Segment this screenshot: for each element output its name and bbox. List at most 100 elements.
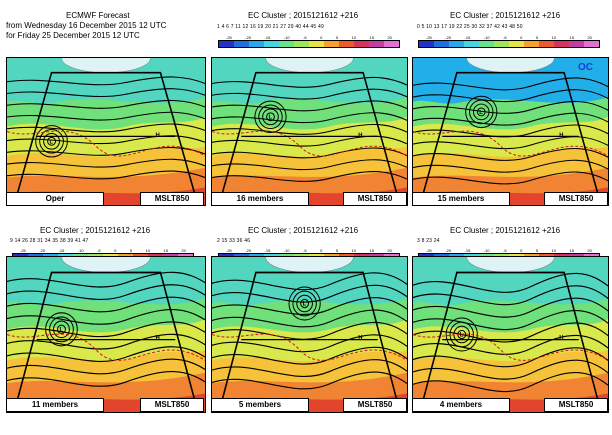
colorbar-tick: -10 bbox=[283, 35, 290, 40]
svg-text:L: L bbox=[59, 327, 63, 333]
svg-text:H: H bbox=[559, 336, 563, 342]
colorbar-tick: -5 bbox=[303, 248, 307, 253]
members-label: 15 members bbox=[412, 192, 510, 206]
colorbar-tick: 0 bbox=[114, 248, 117, 253]
cluster-title: EC Cluster ; 2015121612 +216 bbox=[248, 226, 359, 235]
cluster-members: 9 14 26 28 31 34 35 38 39 41 47 bbox=[10, 238, 89, 244]
colorbar-swatch bbox=[584, 41, 599, 47]
svg-text:L: L bbox=[269, 115, 273, 121]
field-label: MSLT850 bbox=[140, 192, 204, 206]
colorbar-swatch bbox=[554, 41, 569, 47]
forecast-title: ECMWF Forecast bbox=[66, 11, 130, 20]
colorbar-tick: 0 bbox=[520, 35, 523, 40]
svg-text:H: H bbox=[559, 132, 563, 138]
colorbar-tick: -5 bbox=[503, 35, 507, 40]
colorbar-swatch bbox=[479, 41, 494, 47]
colorbar-swatch bbox=[309, 41, 324, 47]
colorbar-tick: -20 bbox=[39, 248, 46, 253]
colorbar-swatch bbox=[219, 41, 234, 47]
colorbar-swatch bbox=[264, 41, 279, 47]
cluster-title: EC Cluster ; 2015121612 +216 bbox=[450, 11, 561, 20]
cluster-title: EC Cluster ; 2015121612 +216 bbox=[450, 226, 561, 235]
colorbar-tick: 20 bbox=[387, 248, 392, 253]
colorbar-swatch bbox=[339, 41, 354, 47]
field-label: MSLT850 bbox=[343, 398, 407, 412]
colorbar-swatch bbox=[539, 41, 554, 47]
colorbar-swatch bbox=[434, 41, 449, 47]
colorbar-swatch bbox=[419, 41, 434, 47]
colorbar-tick: 20 bbox=[181, 248, 186, 253]
colorbar-swatch bbox=[509, 41, 524, 47]
colorbar-swatch bbox=[324, 41, 339, 47]
colorbar-tick: 5 bbox=[535, 248, 539, 253]
colorbar-tick: -25 bbox=[20, 248, 26, 253]
cluster-members: 2 15 33 36 46 bbox=[217, 238, 251, 244]
colorbar-tick: -5 bbox=[97, 248, 101, 253]
colorbar-swatch bbox=[494, 41, 509, 47]
colorbar-tick: -15 bbox=[264, 248, 271, 253]
field-label: MSLT850 bbox=[544, 192, 608, 206]
colorbar-swatch bbox=[249, 41, 264, 47]
colorbar-tick: 20 bbox=[587, 35, 592, 40]
colorbar-tick: -10 bbox=[483, 248, 490, 253]
members-label: 5 members bbox=[211, 398, 309, 412]
colorbar-tick: -20 bbox=[445, 35, 452, 40]
colorbar-swatch bbox=[524, 41, 539, 47]
colorbar-swatch bbox=[279, 41, 294, 47]
svg-text:L: L bbox=[460, 332, 464, 338]
colorbar-tick: 10 bbox=[145, 248, 150, 253]
colorbar-swatch bbox=[449, 41, 464, 47]
colorbar-tick: 5 bbox=[535, 35, 539, 40]
colorbar-swatch bbox=[569, 41, 584, 47]
colorbar-tick: 5 bbox=[335, 248, 339, 253]
colorbar-tick: 15 bbox=[163, 248, 168, 253]
colorbar-tick: -15 bbox=[264, 35, 271, 40]
svg-text:L: L bbox=[303, 301, 307, 307]
colorbar-tick: -25 bbox=[426, 248, 432, 253]
colorbar-tick: -20 bbox=[245, 35, 252, 40]
colorbar-swatch bbox=[464, 41, 479, 47]
svg-text:H: H bbox=[358, 336, 362, 342]
colorbar-tick: 15 bbox=[369, 248, 374, 253]
colorbar-tick: 15 bbox=[569, 248, 574, 253]
colorbar-swatch bbox=[234, 41, 249, 47]
cluster-members: 1 4 6 7 11 12 16 19 20 21 27 29 40 44 45… bbox=[217, 24, 324, 30]
field-label: MSLT850 bbox=[343, 192, 407, 206]
colorbar-tick: -5 bbox=[503, 248, 507, 253]
colorbar-tick: 10 bbox=[351, 35, 356, 40]
cluster-title: EC Cluster ; 2015121612 +216 bbox=[40, 226, 151, 235]
svg-text:H: H bbox=[156, 132, 160, 138]
svg-text:L: L bbox=[479, 110, 483, 116]
field-label: MSLT850 bbox=[544, 398, 608, 412]
colorbar-tick: 5 bbox=[335, 35, 339, 40]
colorbar-tick: -15 bbox=[58, 248, 65, 253]
colorbar-tick: -20 bbox=[445, 248, 452, 253]
colorbar-tick: -5 bbox=[303, 35, 307, 40]
cluster-members: 0 5 10 13 17 19 22 25 30 32 37 42 43 48 … bbox=[417, 24, 523, 30]
colorbar-tick: -25 bbox=[226, 248, 232, 253]
colorbar-tick: 10 bbox=[351, 248, 356, 253]
colorbar-swatch bbox=[369, 41, 384, 47]
colorbar-tick: -15 bbox=[464, 248, 471, 253]
oc-tag: OC bbox=[578, 62, 593, 73]
forecast-from-line: from Wednesday 16 December 2015 12 UTC bbox=[6, 21, 167, 30]
forecast-for-line: for Friday 25 December 2015 12 UTC bbox=[6, 31, 140, 40]
members-label: 11 members bbox=[6, 398, 104, 412]
colorbar-tick: 15 bbox=[569, 35, 574, 40]
colorbar-tick: -25 bbox=[426, 35, 432, 40]
colorbar-tick: -10 bbox=[283, 248, 290, 253]
field-label: MSLT850 bbox=[140, 398, 204, 412]
colorbar-tick: -10 bbox=[483, 35, 490, 40]
colorbar-tick: -20 bbox=[245, 248, 252, 253]
cluster-title: EC Cluster ; 2015121612 +216 bbox=[248, 11, 359, 20]
colorbar-tick: 5 bbox=[129, 248, 133, 253]
members-label: Oper bbox=[6, 192, 104, 206]
svg-text:H: H bbox=[358, 132, 362, 138]
colorbar-tick: 10 bbox=[551, 248, 556, 253]
